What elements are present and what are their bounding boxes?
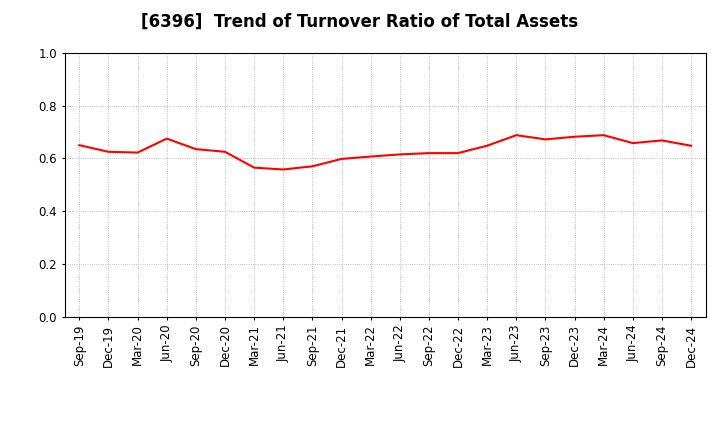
Text: [6396]  Trend of Turnover Ratio of Total Assets: [6396] Trend of Turnover Ratio of Total …	[141, 13, 579, 31]
